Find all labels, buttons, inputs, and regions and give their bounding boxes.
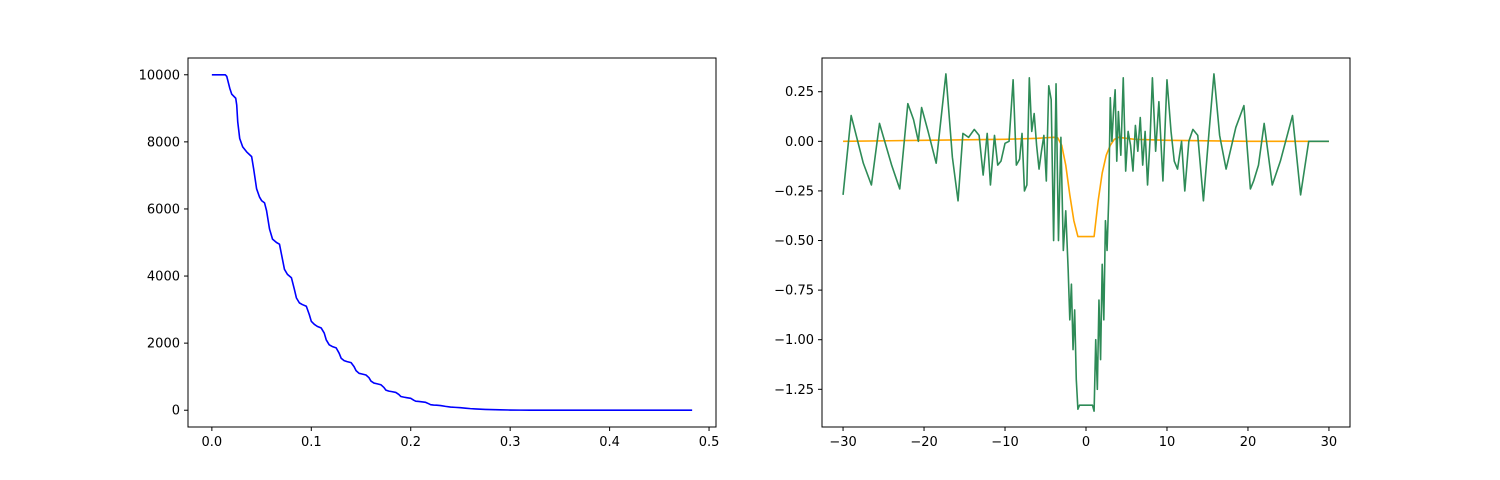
- x-tick-label: 20: [1240, 435, 1257, 450]
- x-tick-label: 0.1: [301, 435, 322, 450]
- y-tick-label: −0.75: [774, 284, 814, 299]
- y-tick-label: 0: [172, 404, 180, 419]
- axes-frame: [187, 57, 717, 428]
- y-tick-label: 8000: [147, 135, 180, 150]
- y-tick-label: 6000: [147, 202, 180, 217]
- y-tick-label: 2000: [147, 337, 180, 352]
- x-tick-label: −30: [829, 435, 856, 450]
- y-tick-label: −1.25: [774, 383, 814, 398]
- y-tick-label: −0.25: [774, 184, 814, 199]
- x-tick-label: 0: [1082, 435, 1090, 450]
- y-tick-label: 0.25: [785, 85, 814, 100]
- series-group: [842, 73, 1329, 412]
- x-tick-label: −10: [991, 435, 1018, 450]
- y-tick-label: 10000: [139, 68, 180, 83]
- x-tick-label: 30: [1321, 435, 1338, 450]
- series-line-0: [211, 73, 693, 412]
- right-chart-panel: −30 −20 −10 0 10 20 30 −1.25 −1.00 −0.75 −0.50 −0.2…: [774, 57, 1351, 450]
- x-tick-label: −20: [910, 435, 937, 450]
- x-tick-label: 0.0: [202, 435, 223, 450]
- x-tick-label: 10: [1159, 435, 1176, 450]
- left-chart-panel: 0.0 0.1 0.2 0.3 0.4 0.5 0 2000 4000 6000 8000 10000: [139, 57, 720, 450]
- y-tick-label: 4000: [147, 270, 180, 285]
- x-tick-label: 0.3: [500, 435, 521, 450]
- x-tick-label: 0.4: [599, 435, 620, 450]
- y-tick-label: 0.00: [785, 135, 814, 150]
- y-tick-label: −1.00: [774, 333, 814, 348]
- series-line-1: [842, 73, 1329, 412]
- x-tick-label: 0.5: [699, 435, 720, 450]
- y-tick-label: −0.50: [774, 234, 814, 249]
- series-group: [211, 73, 693, 412]
- x-tick-label: 0.2: [400, 435, 421, 450]
